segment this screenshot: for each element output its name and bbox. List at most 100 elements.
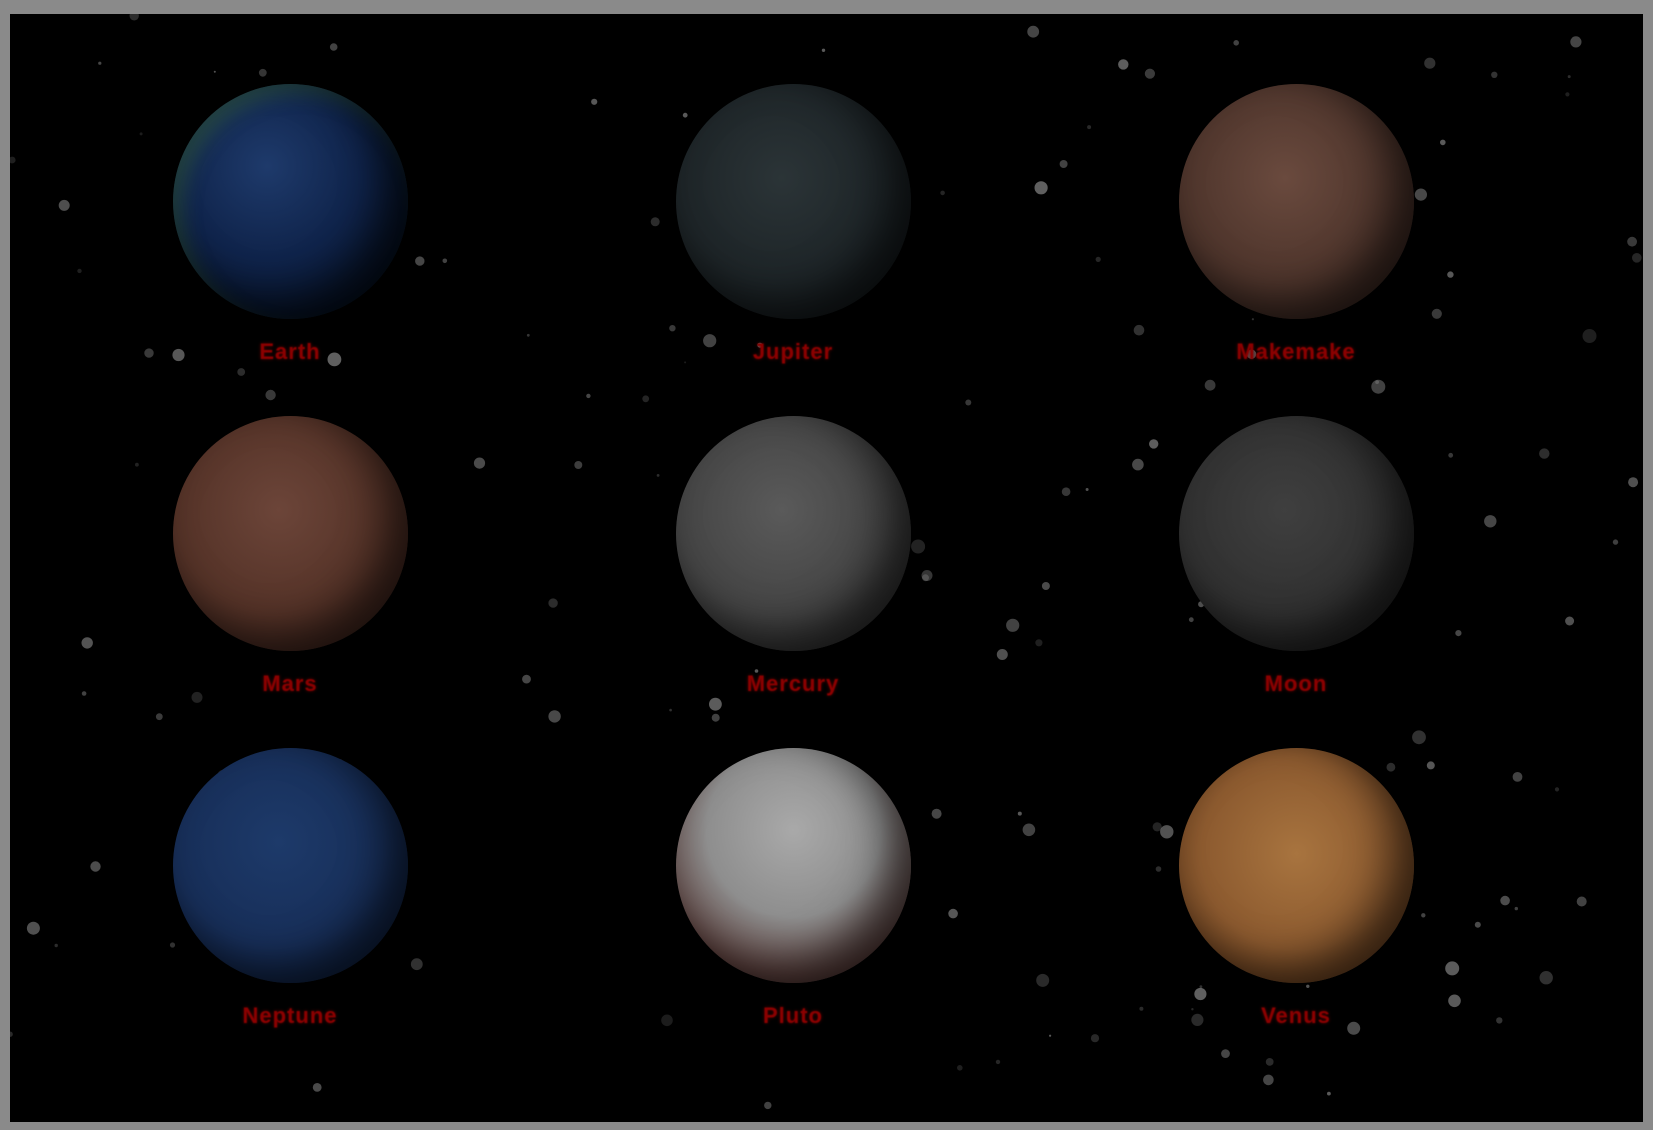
star bbox=[1448, 452, 1454, 458]
star bbox=[656, 474, 660, 477]
star bbox=[669, 708, 672, 712]
planet-label-moon: Moon bbox=[1264, 671, 1328, 696]
star bbox=[1160, 825, 1174, 839]
star bbox=[1582, 329, 1597, 343]
star bbox=[155, 713, 163, 721]
star bbox=[996, 649, 1008, 660]
star bbox=[473, 457, 486, 469]
star bbox=[1194, 987, 1207, 1001]
star bbox=[1061, 487, 1071, 497]
star bbox=[1539, 448, 1550, 459]
neptune-icon[interactable] bbox=[172, 748, 408, 983]
star bbox=[1386, 762, 1396, 772]
earth-icon[interactable] bbox=[172, 84, 408, 319]
makemake-icon[interactable] bbox=[1178, 84, 1414, 319]
star bbox=[1414, 188, 1427, 201]
star bbox=[940, 190, 945, 196]
star bbox=[1221, 1049, 1230, 1058]
star bbox=[1144, 68, 1155, 79]
star bbox=[669, 325, 676, 332]
mars-icon[interactable] bbox=[172, 416, 408, 651]
star bbox=[1139, 1006, 1144, 1011]
star bbox=[58, 199, 70, 211]
star bbox=[90, 861, 101, 872]
moon-icon[interactable] bbox=[1178, 416, 1414, 651]
star bbox=[711, 713, 720, 722]
star bbox=[548, 710, 561, 723]
star bbox=[709, 697, 722, 711]
star bbox=[754, 669, 759, 673]
star bbox=[1491, 71, 1498, 78]
star bbox=[948, 908, 958, 919]
star bbox=[921, 570, 933, 581]
star bbox=[1035, 639, 1043, 647]
star bbox=[650, 217, 660, 227]
star bbox=[1539, 971, 1553, 985]
star bbox=[1246, 349, 1257, 359]
planet-card-jupiter[interactable]: Jupiter bbox=[573, 84, 1013, 416]
planet-label-venus: Venus bbox=[1261, 1003, 1331, 1028]
star bbox=[1034, 181, 1048, 195]
star bbox=[1006, 618, 1020, 632]
star bbox=[415, 256, 425, 266]
star bbox=[98, 61, 102, 65]
star bbox=[574, 461, 583, 469]
star bbox=[1576, 896, 1587, 907]
star bbox=[1496, 1017, 1503, 1024]
star bbox=[1484, 515, 1497, 528]
star bbox=[1500, 895, 1510, 906]
planet-card-venus[interactable]: Venus bbox=[1076, 748, 1516, 1080]
star bbox=[1027, 25, 1040, 38]
star bbox=[135, 462, 139, 467]
star bbox=[258, 68, 267, 77]
star bbox=[81, 691, 87, 696]
star bbox=[144, 348, 154, 358]
planet-card-neptune[interactable]: Neptune bbox=[70, 748, 510, 1080]
mercury-icon[interactable] bbox=[675, 416, 911, 651]
star bbox=[922, 574, 929, 582]
star bbox=[169, 942, 176, 948]
star bbox=[1041, 582, 1050, 590]
star bbox=[1512, 772, 1523, 782]
star bbox=[1347, 1021, 1361, 1035]
star bbox=[1570, 36, 1582, 48]
star bbox=[1627, 236, 1637, 247]
planet-label-makemake: Makemake bbox=[1236, 339, 1356, 364]
star bbox=[911, 539, 926, 554]
jupiter-icon[interactable] bbox=[675, 84, 911, 319]
star bbox=[1265, 1058, 1274, 1066]
star bbox=[410, 958, 423, 971]
star bbox=[1431, 308, 1442, 319]
pluto-icon[interactable] bbox=[675, 748, 911, 983]
planet-card-pluto[interactable]: Pluto bbox=[573, 748, 1013, 1080]
star bbox=[442, 258, 448, 264]
star bbox=[1017, 811, 1022, 816]
star bbox=[1474, 921, 1481, 928]
star bbox=[931, 808, 942, 819]
star bbox=[327, 352, 342, 367]
star bbox=[1371, 379, 1386, 394]
planet-label-neptune: Neptune bbox=[242, 1003, 338, 1028]
star bbox=[172, 348, 185, 362]
star bbox=[995, 1059, 1001, 1065]
star bbox=[1567, 75, 1571, 79]
star bbox=[1455, 630, 1462, 637]
planet-label-pluto: Pluto bbox=[763, 1003, 823, 1028]
star bbox=[1565, 616, 1575, 626]
planet-card-mercury[interactable]: Mercury bbox=[573, 416, 1013, 748]
starfield bbox=[10, 14, 1642, 1110]
planet-card-mars[interactable]: Mars bbox=[70, 416, 510, 748]
star bbox=[1191, 1013, 1204, 1026]
planet-card-moon[interactable]: Moon bbox=[1076, 416, 1516, 748]
planet-label-mercury: Mercury bbox=[746, 671, 840, 696]
space-canvas: Earth Jupiter Makemake Mars Mercury Moon… bbox=[10, 14, 1643, 1122]
venus-icon[interactable] bbox=[1178, 748, 1414, 983]
star bbox=[1612, 539, 1619, 545]
star bbox=[642, 395, 650, 403]
star bbox=[1251, 318, 1254, 321]
star bbox=[821, 48, 826, 52]
planet-card-earth[interactable]: Earth bbox=[70, 84, 510, 416]
star bbox=[1090, 1034, 1100, 1043]
planet-card-makemake[interactable]: Makemake bbox=[1076, 84, 1516, 416]
star bbox=[682, 112, 688, 118]
